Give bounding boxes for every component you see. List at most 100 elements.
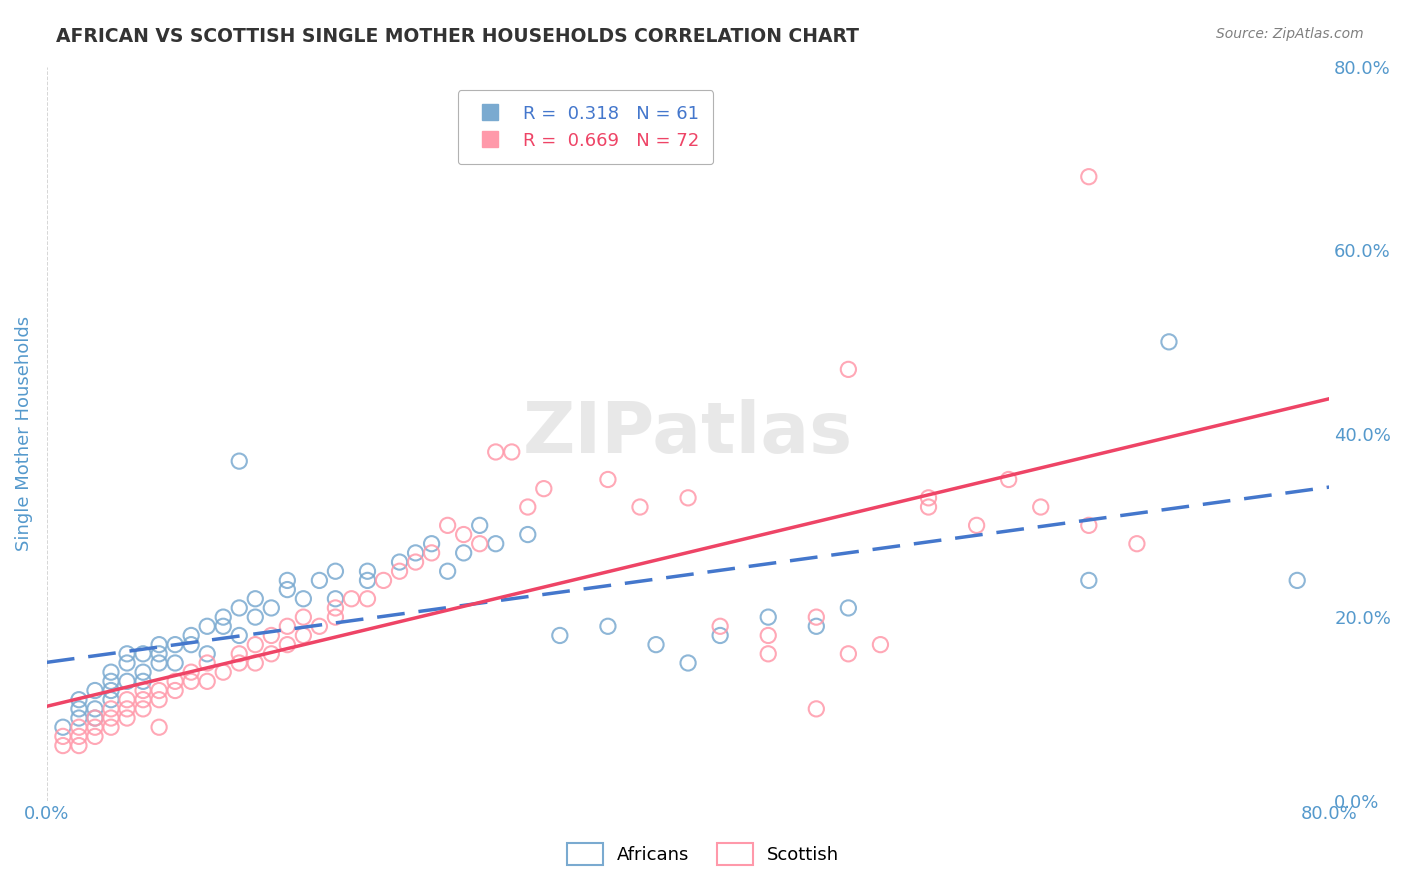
Point [115, 674, 138, 689]
Point [228, 601, 250, 615]
Legend: R =  0.318   N = 61, R =  0.669   N = 72: R = 0.318 N = 61, R = 0.669 N = 72 [457, 90, 713, 164]
Point [100, 720, 122, 734]
Point [148, 683, 170, 698]
Point [195, 674, 218, 689]
Point [67, 711, 90, 725]
Point [67, 720, 90, 734]
Point [453, 527, 475, 541]
Point [84, 720, 107, 734]
Point [709, 628, 731, 642]
Point [308, 574, 330, 588]
Point [212, 610, 235, 624]
Point [533, 482, 555, 496]
Point [84, 711, 107, 725]
Point [837, 647, 859, 661]
Point [100, 674, 122, 689]
Point [917, 500, 939, 514]
Point [52, 739, 75, 753]
Point [245, 638, 267, 652]
Point [308, 619, 330, 633]
Point [756, 628, 779, 642]
Point [676, 491, 699, 505]
Point [373, 574, 395, 588]
Point [132, 674, 155, 689]
Point [276, 638, 298, 652]
Point [1029, 500, 1052, 514]
Point [228, 647, 250, 661]
Point [245, 656, 267, 670]
Y-axis label: Single Mother Households: Single Mother Households [15, 316, 32, 551]
Point [276, 582, 298, 597]
Point [84, 711, 107, 725]
Point [165, 638, 187, 652]
Point [115, 702, 138, 716]
Point [1077, 574, 1099, 588]
Point [52, 720, 75, 734]
Point [676, 656, 699, 670]
Point [485, 537, 508, 551]
Point [806, 610, 828, 624]
Point [548, 628, 571, 642]
Point [148, 638, 170, 652]
Point [276, 619, 298, 633]
Point [228, 628, 250, 642]
Point [228, 656, 250, 670]
Point [67, 730, 90, 744]
Point [966, 518, 988, 533]
Point [195, 656, 218, 670]
Point [325, 610, 347, 624]
Point [468, 518, 491, 533]
Point [917, 491, 939, 505]
Point [628, 500, 651, 514]
Point [115, 711, 138, 725]
Point [132, 665, 155, 680]
Point [709, 619, 731, 633]
Point [325, 601, 347, 615]
Point [228, 454, 250, 468]
Point [132, 683, 155, 698]
Point [356, 591, 378, 606]
Point [1286, 574, 1309, 588]
Point [115, 647, 138, 661]
Point [596, 619, 619, 633]
Point [806, 619, 828, 633]
Point [100, 665, 122, 680]
Point [405, 555, 427, 569]
Point [165, 683, 187, 698]
Point [356, 564, 378, 578]
Point [260, 647, 283, 661]
Point [245, 591, 267, 606]
Point [516, 500, 538, 514]
Point [195, 647, 218, 661]
Point [148, 720, 170, 734]
Point [420, 546, 443, 560]
Point [453, 546, 475, 560]
Point [276, 574, 298, 588]
Point [115, 656, 138, 670]
Point [340, 591, 363, 606]
Point [100, 711, 122, 725]
Point [132, 702, 155, 716]
Point [100, 692, 122, 706]
Point [356, 574, 378, 588]
Point [596, 473, 619, 487]
Point [1077, 169, 1099, 184]
Point [195, 619, 218, 633]
Point [292, 628, 315, 642]
Point [501, 445, 523, 459]
Point [165, 656, 187, 670]
Point [756, 647, 779, 661]
Point [180, 628, 202, 642]
Point [148, 656, 170, 670]
Point [260, 628, 283, 642]
Point [325, 591, 347, 606]
Point [100, 702, 122, 716]
Point [1126, 537, 1149, 551]
Point [837, 601, 859, 615]
Text: ZIPatlas: ZIPatlas [523, 399, 853, 468]
Point [67, 692, 90, 706]
Point [436, 564, 458, 578]
Point [115, 692, 138, 706]
Point [245, 610, 267, 624]
Text: Source: ZipAtlas.com: Source: ZipAtlas.com [1216, 27, 1364, 41]
